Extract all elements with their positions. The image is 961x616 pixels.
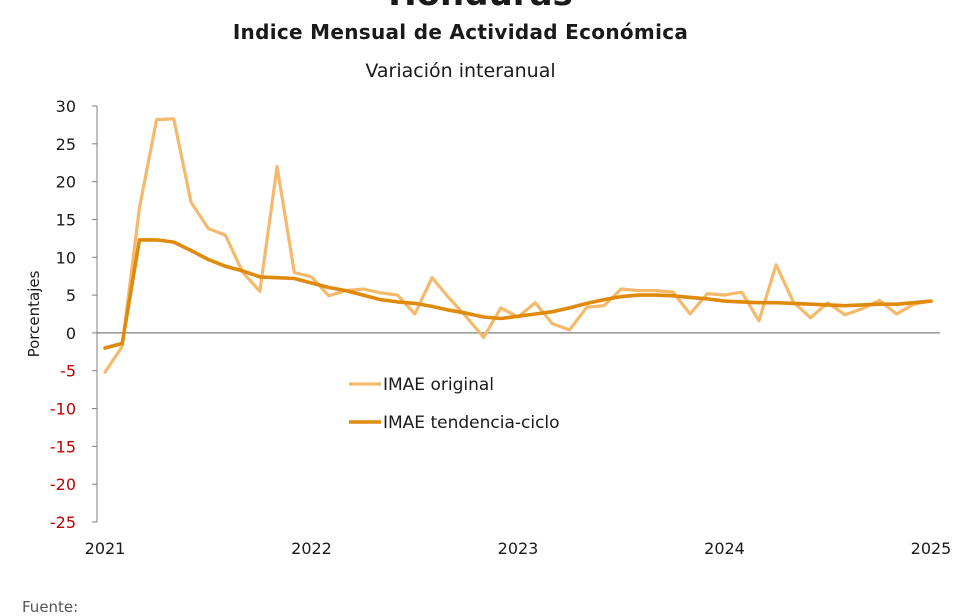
- chart-subtitle: Variación interanual: [365, 60, 556, 82]
- series-line-original: [103, 117, 933, 374]
- y-tick-label: 5: [66, 286, 76, 305]
- x-axis: 2021 2022 2023 2024 2025: [85, 332, 952, 558]
- x-tick-label: 2022: [291, 539, 332, 558]
- series-line-trend: [103, 238, 933, 350]
- y-tick-label: -20: [50, 475, 76, 494]
- y-tick-label: -10: [50, 400, 76, 419]
- y-axis: 30 25 20 15 10 5 0 -5 -10 -15 -20 -25: [50, 97, 98, 532]
- y-tick-label: 0: [66, 324, 76, 343]
- x-tick-label: 2023: [498, 539, 539, 558]
- y-tick-label: -25: [50, 513, 76, 532]
- y-tick-label: 25: [56, 135, 76, 154]
- page-top-title: Honduras: [0, 0, 961, 14]
- source-note: Fuente:: [22, 598, 79, 616]
- y-tick-label: 10: [56, 248, 76, 267]
- y-tick-label: -15: [50, 437, 76, 456]
- y-tick-label: -5: [60, 362, 76, 381]
- chart-legend: IMAE original IMAE tendencia-ciclo: [349, 375, 560, 433]
- y-tick-label: 20: [56, 173, 76, 192]
- y-tick-label: 30: [56, 97, 76, 116]
- y-axis-label: Porcentajes: [25, 270, 43, 357]
- x-tick-label: 2024: [704, 539, 745, 558]
- x-tick-label: 2021: [85, 539, 126, 558]
- series-lines: [103, 117, 933, 374]
- legend-label-original: IMAE original: [383, 375, 494, 395]
- chart-title: Indice Mensual de Actividad Económica: [232, 20, 689, 44]
- x-tick-label: 2025: [911, 539, 952, 558]
- legend-label-trend: IMAE tendencia-ciclo: [383, 413, 560, 433]
- y-tick-label: 15: [56, 210, 76, 229]
